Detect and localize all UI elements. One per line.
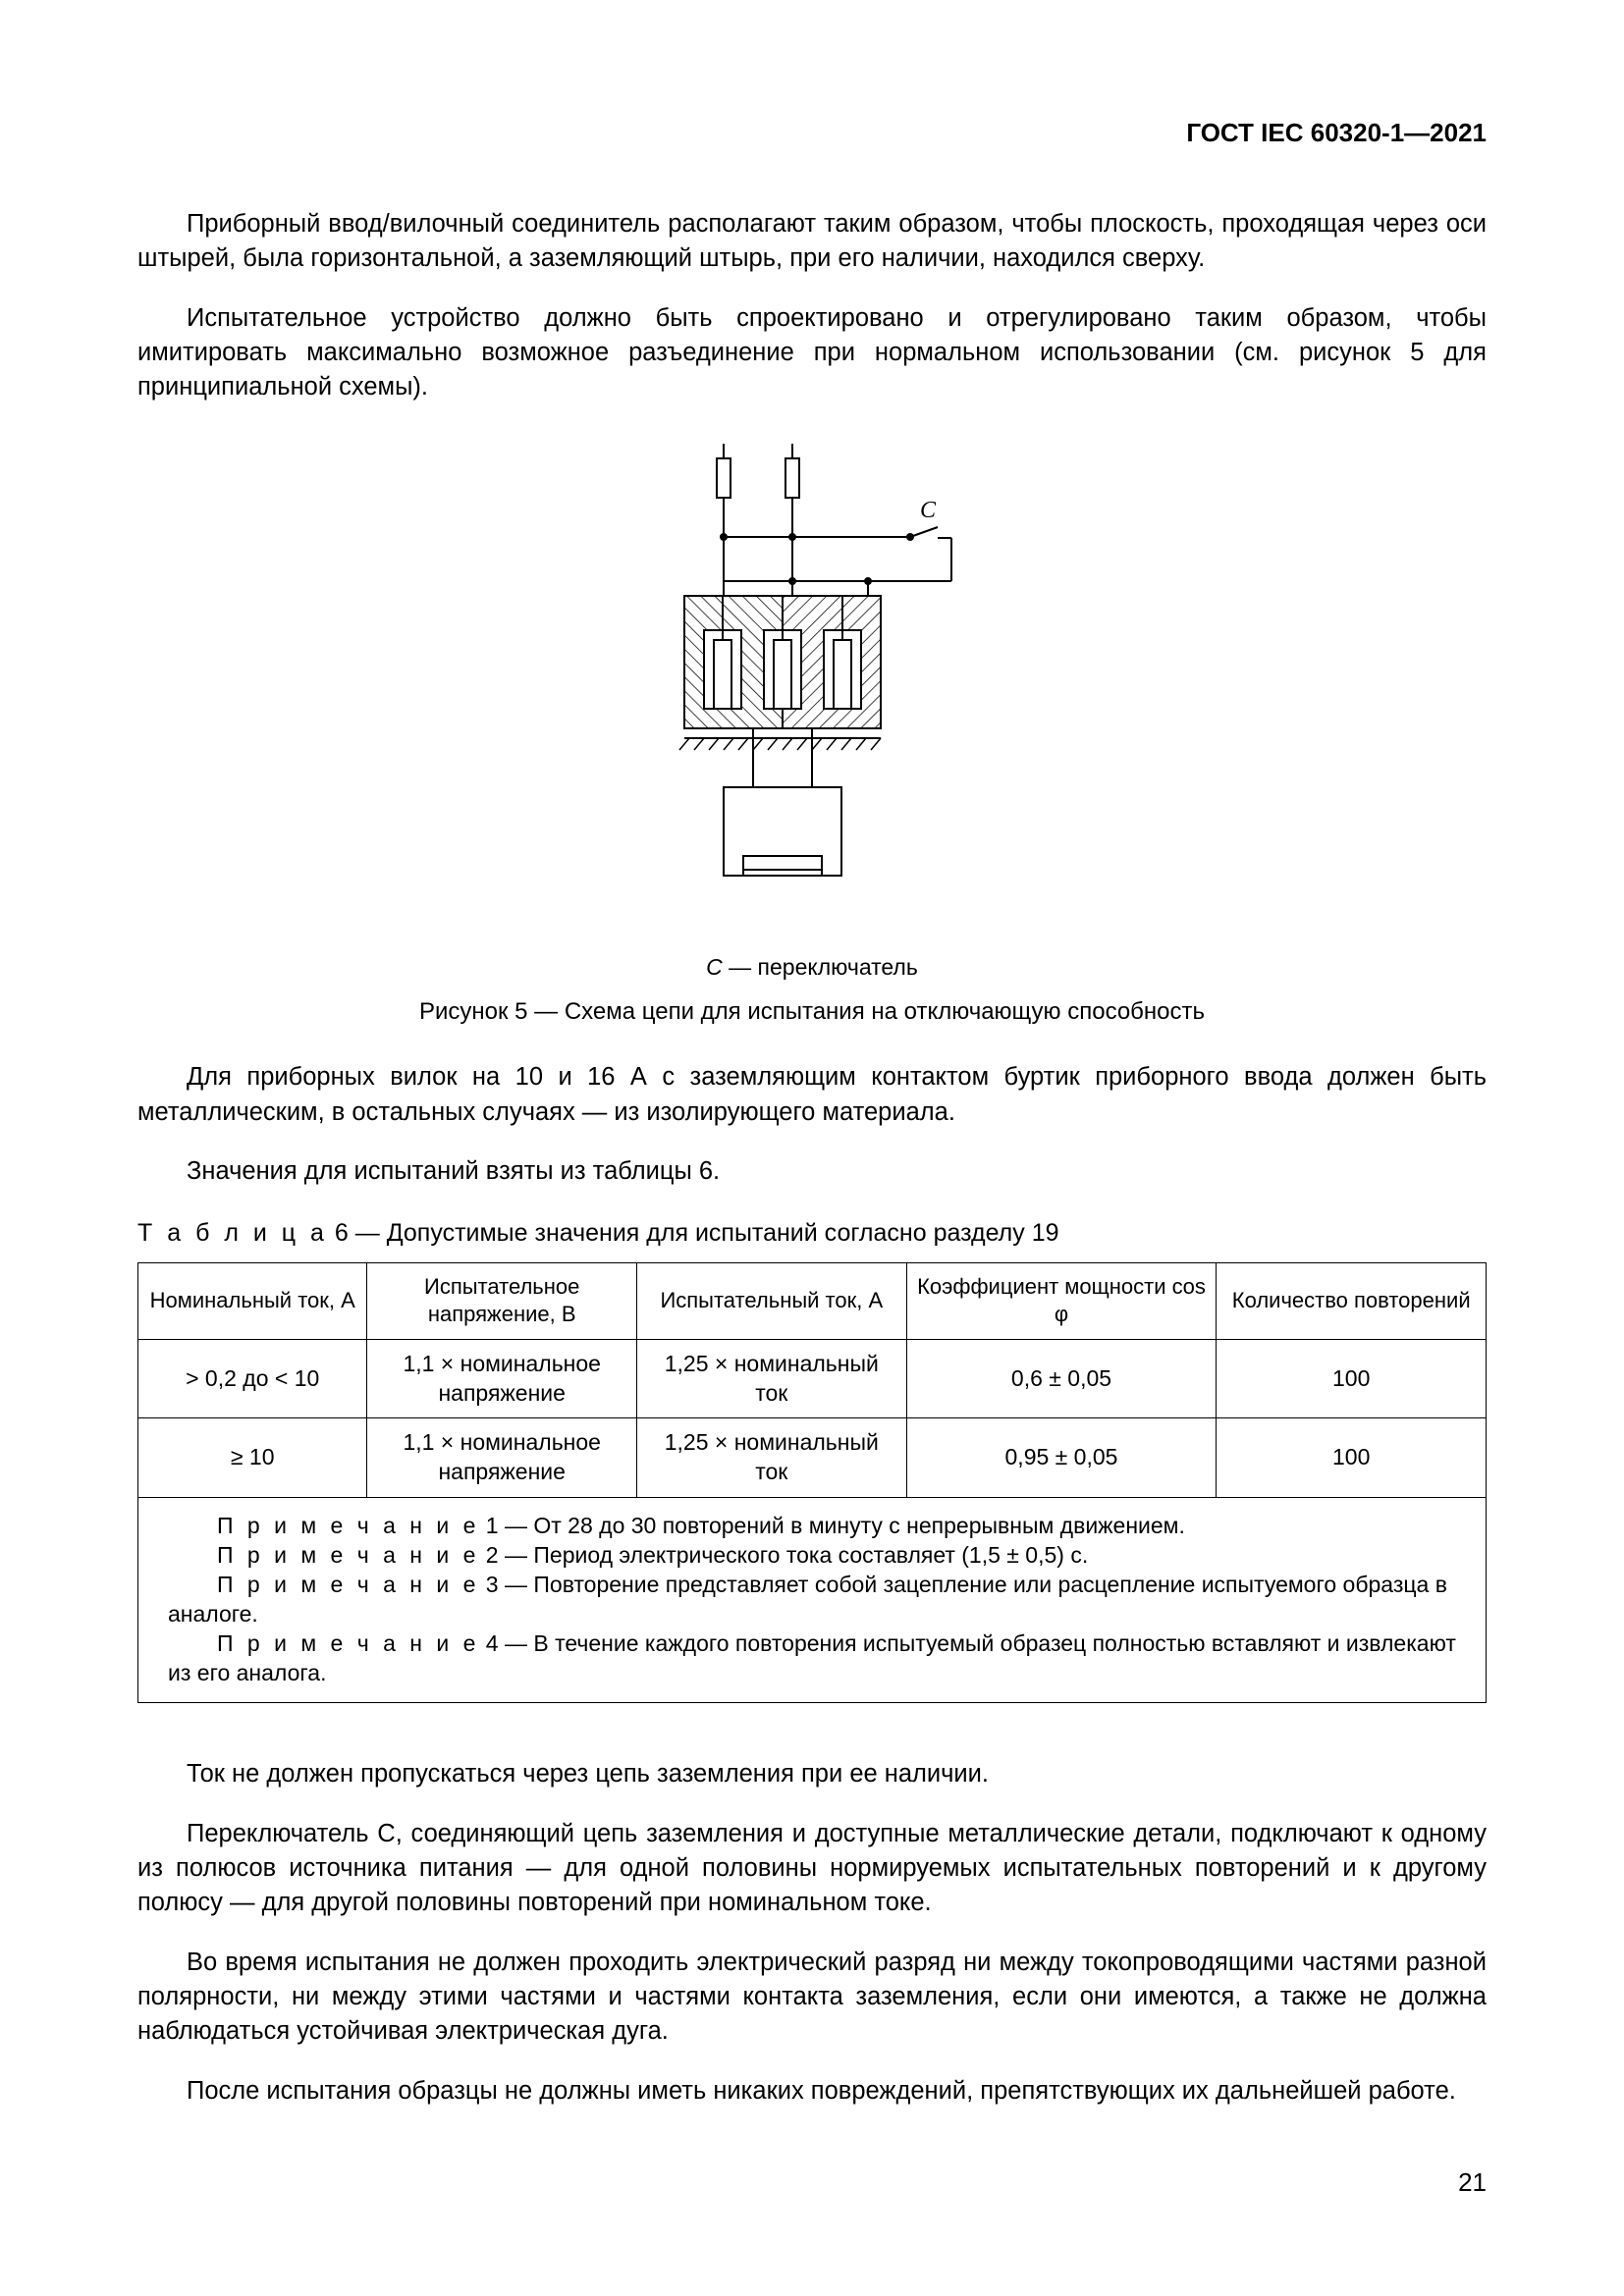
note-label: П р и м е ч а н и е (217, 1572, 479, 1597)
table-caption-rest: 6 — Допустимые значения для испытаний со… (328, 1219, 1059, 1247)
note-label: П р и м е ч а н и е (217, 1630, 479, 1656)
paragraph-5: Ток не должен пропускаться через цепь за… (137, 1757, 1487, 1791)
col-header-0: Номинальный ток, А (138, 1262, 367, 1339)
standard-header: ГОСТ IEC 60320-1—2021 (137, 118, 1487, 148)
page-number: 21 (1458, 2167, 1487, 2198)
paragraph-6: Переключатель С, соединяющий цепь заземл… (137, 1817, 1487, 1921)
cell: 100 (1217, 1418, 1487, 1498)
table-caption: Т а б л и ц а 6 — Допустимые значения дл… (137, 1219, 1487, 1248)
cell: 1,1 × номинальное напряжение (367, 1339, 637, 1418)
cell: 1,25 × номинальный ток (637, 1339, 907, 1418)
figure-legend: C — переключатель (137, 954, 1487, 981)
svg-text:C: C (920, 498, 937, 523)
paragraph-4: Значения для испытаний взяты из таблицы … (137, 1154, 1487, 1189)
cell: ≥ 10 (138, 1418, 367, 1498)
cell: 0,6 ± 0,05 (906, 1339, 1217, 1418)
table-row: ≥ 10 1,1 × номинальное напряжение 1,25 ×… (138, 1418, 1487, 1498)
table-6: Номинальный ток, А Испытательное напряже… (137, 1262, 1487, 1703)
table-notes-row: П р и м е ч а н и е 1 — От 28 до 30 повт… (138, 1498, 1487, 1702)
cell: 1,25 × номинальный ток (637, 1418, 907, 1498)
paragraph-7: Во время испытания не должен проходить э… (137, 1946, 1487, 2050)
paragraph-1: Приборный ввод/вилочный соединитель расп… (137, 207, 1487, 276)
table-header-row: Номинальный ток, А Испытательное напряже… (138, 1262, 1487, 1339)
col-header-2: Испытательный ток, А (637, 1262, 907, 1339)
col-header-4: Количество повторений (1217, 1262, 1487, 1339)
col-header-1: Испытательное напряжение, В (367, 1262, 637, 1339)
paragraph-3: Для приборных вилок на 10 и 16 А с зазем… (137, 1060, 1487, 1129)
page-root: ГОСТ IEC 60320-1—2021 Приборный ввод/вил… (0, 0, 1624, 2296)
note-text: 1 — От 28 до 30 повторений в минуту с не… (479, 1513, 1184, 1538)
cell: 100 (1217, 1339, 1487, 1418)
switch-symbol: C (706, 954, 723, 980)
table-caption-label: Т а б л и ц а (137, 1219, 328, 1247)
figure-title: Рисунок 5 — Схема цепи для испытания на … (137, 998, 1487, 1026)
notes-cell: П р и м е ч а н и е 1 — От 28 до 30 повт… (138, 1498, 1487, 1702)
circuit-diagram-icon: C (645, 444, 979, 934)
note-label: П р и м е ч а н и е (217, 1542, 479, 1568)
paragraph-2: Испытательное устройство должно быть спр… (137, 301, 1487, 405)
note-text: 2 — Период электрического тока составляе… (479, 1542, 1088, 1568)
cell: 1,1 × номинальное напряжение (367, 1418, 637, 1498)
col-header-3: Коэффициент мощности cos φ (906, 1262, 1217, 1339)
note-label: П р и м е ч а н и е (217, 1513, 479, 1538)
figure-5-wrap: C (137, 444, 1487, 1026)
paragraph-8: После испытания образцы не должны иметь … (137, 2074, 1487, 2109)
table-row: > 0,2 до < 10 1,1 × номинальное напряжен… (138, 1339, 1487, 1418)
cell: 0,95 ± 0,05 (906, 1418, 1217, 1498)
switch-legend-text: — переключатель (723, 954, 918, 980)
cell: > 0,2 до < 10 (138, 1339, 367, 1418)
